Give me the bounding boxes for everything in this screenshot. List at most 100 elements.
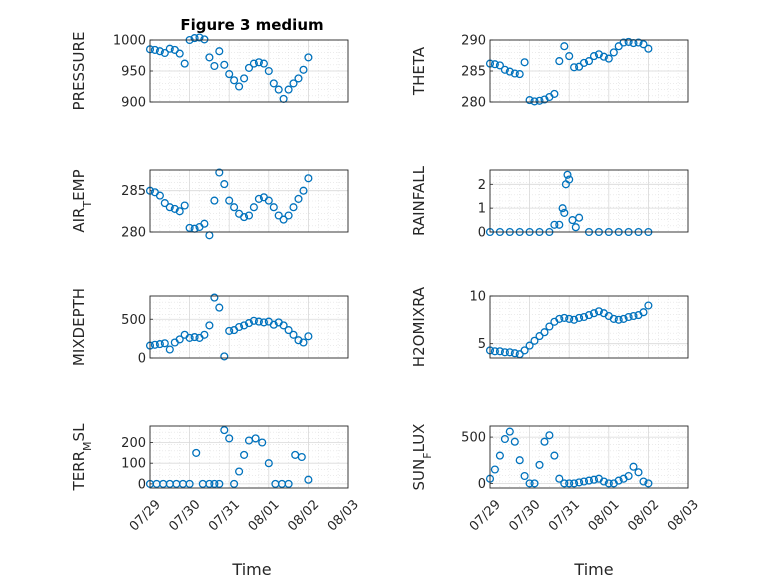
- data-point: [575, 213, 584, 222]
- data-point: [244, 211, 254, 220]
- data-point: [244, 319, 254, 328]
- data-point: [299, 338, 308, 347]
- panel-h2omixra: 5 10 H2OMIXRA: [410, 286, 689, 367]
- data-point: [225, 326, 234, 335]
- data-point: [259, 59, 268, 68]
- data-point: [540, 437, 549, 446]
- data-point: [500, 434, 509, 444]
- panel-rainfall: 0 1 2 RAINFALL: [410, 165, 689, 241]
- data-point: [555, 314, 564, 323]
- data-point: [495, 61, 504, 70]
- y-tick-label: 0: [138, 352, 146, 367]
- data-point: [304, 174, 313, 183]
- data-point: [284, 85, 293, 94]
- data-point: [644, 479, 653, 488]
- data-point: [619, 314, 628, 323]
- data-point: [240, 321, 249, 330]
- figure-title: Figure 3 medium: [180, 16, 323, 34]
- data-point: [249, 203, 258, 212]
- data-point: [589, 309, 599, 318]
- data-point: [495, 451, 504, 460]
- x-tick-label: 07/31: [546, 497, 583, 534]
- y-tick-label: 950: [121, 65, 146, 80]
- y-axis-label-4: MIXDEPTH: [70, 288, 88, 366]
- data-point: [274, 85, 283, 94]
- data-point: [579, 477, 589, 486]
- axes-box: [489, 425, 689, 489]
- data-point: [165, 345, 174, 354]
- y-tick-label: 100: [121, 457, 146, 472]
- data-point: [490, 60, 499, 69]
- y-tick-label: 280: [461, 96, 486, 111]
- data-point: [530, 97, 539, 106]
- x-tick-label: 07/30: [506, 497, 543, 534]
- data-point: [634, 468, 643, 477]
- y-tick-label: 0: [478, 477, 486, 492]
- data-point: [240, 74, 249, 83]
- data-point: [205, 479, 214, 488]
- data-point: [249, 316, 258, 325]
- data-point: [289, 79, 298, 88]
- data-point: [299, 65, 308, 74]
- data-point: [220, 352, 229, 361]
- data-point: [210, 479, 219, 488]
- y-axis-label-2: AIRTEMP: [70, 169, 94, 232]
- data-point: [258, 438, 267, 447]
- data-point: [495, 347, 504, 356]
- data-point: [160, 48, 169, 58]
- y-tick-label: 5: [478, 337, 486, 352]
- data-point: [220, 60, 229, 69]
- data-point: [530, 479, 539, 488]
- x-tick-label: 07/30: [166, 497, 203, 534]
- x-axis-label-left: Time: [231, 560, 271, 579]
- data-point: [235, 467, 244, 476]
- data-point: [230, 203, 239, 212]
- axes-box: [149, 169, 349, 233]
- data-point: [160, 339, 169, 348]
- data-point: [565, 175, 574, 184]
- x-tick-label: 08/01: [586, 497, 623, 534]
- data-point: [264, 66, 273, 76]
- data-point: [185, 223, 194, 232]
- data-point: [579, 58, 589, 67]
- axes-box: [489, 169, 689, 233]
- data-point: [594, 307, 603, 316]
- y-axis-label-7: SUNFLUX: [410, 424, 434, 491]
- data-point: [558, 204, 567, 213]
- data-point: [570, 63, 579, 72]
- data-point: [535, 96, 544, 105]
- data-point: [294, 336, 303, 345]
- data-point: [520, 471, 529, 481]
- data-point: [555, 220, 564, 229]
- data-point: [235, 322, 244, 332]
- data-point: [175, 49, 184, 58]
- data-point: [599, 477, 608, 486]
- data-point: [165, 203, 174, 212]
- data-point: [525, 479, 534, 488]
- data-point: [200, 330, 209, 339]
- y-tick-label: 0: [478, 226, 486, 241]
- y-axis-label-3: RAINFALL: [410, 165, 428, 236]
- data-point: [259, 318, 268, 327]
- panel-sun-flux: 07/29 07/30 07/31 08/01 08/02 08/03 0 500 SUNFLU…: [410, 424, 702, 535]
- data-point: [170, 204, 179, 213]
- data-point: [251, 434, 260, 443]
- data-point: [210, 196, 219, 205]
- data-point: [215, 479, 224, 488]
- data-point: [304, 475, 313, 484]
- data-point: [609, 48, 618, 57]
- panel-pressure: 900 950 1000 PRESSURE: [70, 32, 349, 111]
- data-point: [515, 456, 524, 465]
- data-point: [175, 335, 184, 344]
- data-point: [530, 336, 539, 345]
- data-point: [235, 82, 244, 91]
- panel-air-temp: 280 285 AIRTEMP: [70, 168, 349, 241]
- data-point: [575, 313, 584, 322]
- data-point: [240, 450, 249, 459]
- panel-mixdepth: 0 500 MIXDEPTH: [70, 288, 349, 367]
- axes-box: [149, 295, 349, 359]
- data-point: [240, 213, 249, 222]
- data-point: [155, 340, 164, 349]
- y-tick-label: 900: [121, 96, 146, 111]
